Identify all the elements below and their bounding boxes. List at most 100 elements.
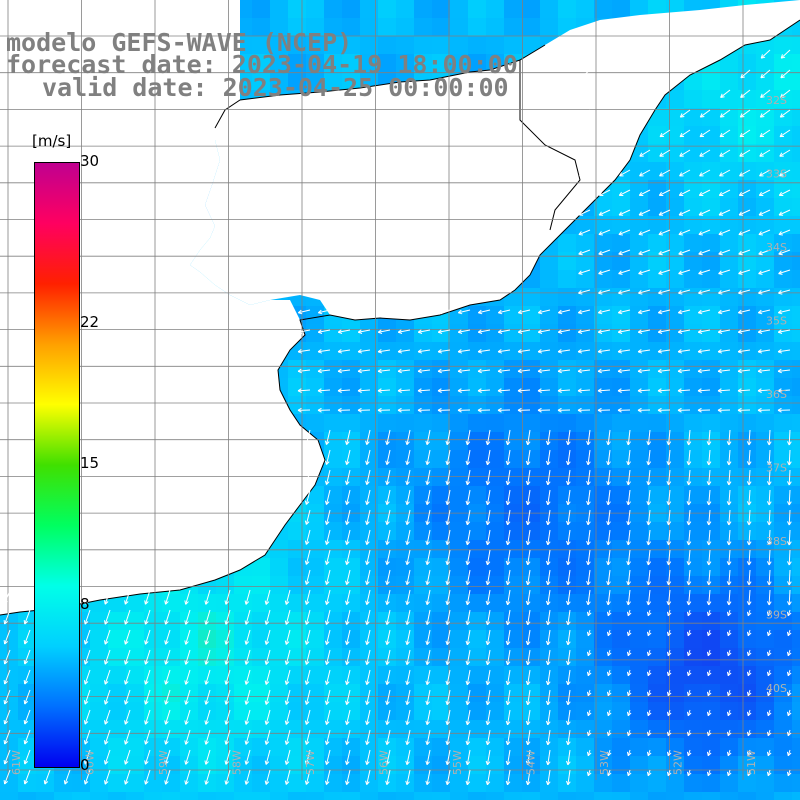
wind-arrow — [678, 229, 691, 236]
wind-arrow — [505, 509, 511, 526]
wind-arrow — [244, 729, 251, 745]
wind-arrow — [717, 329, 731, 334]
wind-arrow — [83, 769, 91, 785]
wind-arrow — [637, 309, 651, 315]
wind-arrow — [579, 169, 591, 177]
wind-arrow — [579, 129, 591, 138]
wind-arrow — [740, 69, 751, 79]
wind-arrow — [537, 388, 551, 393]
wind-arrow — [345, 669, 351, 685]
wind-arrow — [566, 689, 571, 706]
wind-arrow — [124, 589, 131, 605]
wind-arrow — [324, 729, 331, 745]
wind-arrow — [104, 589, 111, 605]
wind-arrow — [304, 489, 311, 505]
wind-arrow — [726, 669, 732, 677]
wind-arrow — [304, 549, 311, 565]
wind-arrow — [365, 629, 371, 645]
wind-arrow — [766, 649, 772, 657]
wind-arrow — [686, 509, 692, 526]
wind-arrow — [505, 569, 511, 586]
wind-arrow — [485, 669, 491, 686]
wind-arrow — [164, 589, 171, 605]
wind-arrow — [718, 269, 731, 275]
wind-arrow — [425, 469, 431, 486]
wind-arrow — [445, 709, 451, 726]
wind-arrow — [517, 309, 531, 315]
wind-arrow — [324, 449, 331, 465]
wind-arrow — [586, 449, 591, 466]
wind-arrow — [485, 449, 491, 466]
wind-arrow — [626, 709, 632, 717]
wind-arrow — [717, 309, 731, 315]
wind-arrow — [758, 249, 771, 256]
wind-arrow — [657, 368, 671, 374]
wind-arrow — [717, 388, 731, 393]
wind-arrow — [465, 469, 471, 486]
wind-arrow — [505, 529, 511, 546]
wind-arrow — [365, 449, 371, 465]
wind-arrow — [505, 449, 511, 466]
wind-arrow — [566, 629, 571, 646]
wind-arrow — [23, 629, 31, 645]
wind-arrow — [184, 749, 191, 765]
wind-arrow — [597, 407, 611, 413]
wind-arrow — [417, 309, 431, 315]
wind-arrow — [606, 749, 612, 757]
wind-arrow — [264, 689, 271, 705]
wind-arrow — [377, 388, 391, 393]
wind-arrow — [779, 169, 791, 177]
wind-arrow — [425, 429, 431, 446]
wind-arrow — [497, 407, 511, 413]
wind-arrow — [3, 649, 11, 665]
wind-arrow — [626, 729, 632, 737]
wind-arrow — [324, 489, 331, 505]
wind-arrow — [657, 309, 671, 315]
wind-arrow — [766, 549, 772, 566]
wind-arrow — [164, 769, 171, 785]
wind-arrow — [497, 329, 511, 334]
wind-arrow — [445, 769, 451, 786]
wind-arrow — [485, 709, 491, 726]
wind-arrow — [264, 709, 271, 725]
wind-arrow — [377, 348, 391, 354]
wind-arrow — [746, 709, 752, 717]
wind-arrow — [324, 609, 331, 625]
wind-arrow — [738, 229, 751, 236]
wind-arrow — [124, 629, 131, 645]
wind-arrow — [304, 629, 311, 645]
wind-arrow — [606, 709, 612, 717]
wind-arrow — [485, 649, 491, 666]
wind-arrow — [405, 529, 411, 546]
wind-arrow — [726, 709, 732, 717]
wind-arrow — [437, 388, 451, 393]
wind-arrow — [557, 329, 571, 334]
wind-arrow — [578, 269, 591, 275]
wind-arrow — [699, 109, 711, 118]
wind-arrow — [465, 589, 471, 606]
wind-arrow — [626, 429, 631, 446]
wind-arrow — [505, 769, 511, 786]
wind-arrow — [578, 249, 591, 256]
lat-label: 38S — [766, 535, 787, 548]
wind-arrow — [224, 649, 231, 665]
wind-arrow — [224, 609, 231, 625]
wind-arrow — [517, 407, 531, 413]
wind-arrow — [405, 649, 411, 666]
wind-arrow — [365, 729, 371, 745]
wind-arrow — [646, 449, 652, 466]
wind-arrow — [706, 689, 712, 697]
wind-arrow — [579, 149, 591, 157]
wind-arrow — [304, 609, 311, 625]
wind-arrow — [83, 609, 91, 625]
wind-arrow — [417, 348, 431, 354]
wind-arrow — [497, 348, 511, 354]
wind-arrow — [666, 649, 672, 657]
wind-arrow — [786, 709, 792, 717]
wind-arrow — [345, 509, 351, 525]
wind-arrow — [345, 589, 351, 605]
wind-arrow — [637, 388, 651, 393]
wind-arrow — [264, 749, 271, 765]
wind-arrow — [726, 489, 732, 506]
